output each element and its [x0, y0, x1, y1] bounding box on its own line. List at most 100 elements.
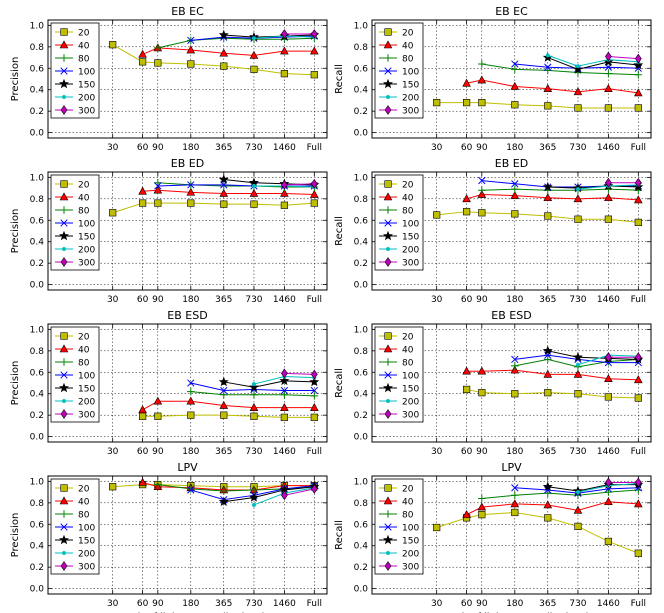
data-point	[634, 477, 642, 488]
legend-marker	[60, 409, 68, 419]
data-point	[138, 186, 147, 195]
data-point	[281, 29, 288, 39]
x-tick-label: 90	[476, 143, 488, 153]
y-axis-label: Precision	[10, 513, 21, 558]
data-point	[478, 186, 486, 195]
data-point	[218, 376, 229, 387]
y-tick-label: 0.8	[354, 499, 369, 509]
x-tick-label: 730	[245, 447, 262, 457]
series-line	[157, 182, 315, 188]
series-line	[608, 55, 639, 60]
x-tick-label: 180	[182, 599, 199, 609]
data-point	[280, 188, 289, 197]
legend-label: 40	[78, 42, 90, 52]
data-point	[510, 499, 520, 508]
y-tick-label: 0.8	[354, 195, 369, 205]
data-point	[248, 382, 259, 392]
legend-marker	[384, 105, 392, 115]
data-point	[634, 394, 642, 402]
legend-label: 150	[402, 81, 419, 91]
legend: 20 40 80 100 150 200 300	[50, 22, 100, 119]
legend-label: 80	[78, 207, 90, 217]
data-point	[604, 374, 613, 383]
x-tick-label: 30	[431, 295, 443, 305]
data-point	[575, 187, 581, 192]
legend-marker	[384, 219, 392, 227]
legend-label: 20	[78, 485, 90, 495]
data-point	[310, 46, 319, 55]
x-tick-label: 730	[569, 295, 586, 305]
legend-label: 100	[78, 68, 95, 78]
series-line	[223, 380, 315, 388]
series-300	[605, 177, 642, 188]
legend-label: 300	[402, 259, 419, 269]
data-point	[543, 500, 553, 509]
y-tick-label: 0.2	[354, 107, 368, 117]
axes-frame	[47, 19, 328, 139]
legend-label: 80	[78, 55, 90, 65]
data-point	[220, 411, 228, 419]
series-300	[281, 178, 318, 190]
legend-label: 200	[402, 246, 419, 256]
legend-label: 100	[402, 372, 419, 382]
axes-frame	[47, 475, 328, 595]
x-tick-label: 90	[152, 447, 164, 457]
data-point	[604, 69, 613, 78]
series-line	[284, 183, 315, 186]
x-tick-label: 1460	[273, 295, 296, 305]
data-point	[573, 505, 583, 514]
y-tick-label: 0.0	[354, 281, 369, 291]
legend: 20 40 80 100 150 200 300	[374, 174, 424, 271]
x-tick-label: 90	[476, 447, 488, 457]
data-point	[478, 60, 486, 68]
x-tick-label: 730	[569, 447, 586, 457]
y-tick-label: 0.0	[354, 129, 369, 139]
data-point	[218, 496, 229, 506]
legend-marker	[384, 409, 392, 419]
data-point	[462, 509, 471, 518]
y-tick-label: 0.6	[30, 520, 45, 530]
legend-marker	[385, 246, 391, 252]
legend-marker	[384, 67, 392, 75]
data-point	[250, 412, 258, 420]
data-point	[219, 48, 229, 57]
data-point	[634, 177, 642, 188]
data-point	[219, 400, 229, 409]
x-tick-label: Full	[631, 295, 646, 305]
data-point	[219, 487, 228, 495]
x-tick-label: 365	[539, 295, 556, 305]
legend-marker	[59, 344, 69, 353]
legend-label: 40	[402, 346, 414, 356]
legend: 20 40 80 100 150 200 300	[374, 326, 424, 423]
data-point	[187, 411, 195, 419]
subplot-title: EB ED	[171, 157, 204, 170]
data-point	[310, 199, 318, 207]
data-point	[279, 375, 290, 386]
data-point	[249, 188, 259, 197]
x-tick-label: Full	[631, 447, 646, 457]
x-tick-label: 90	[152, 295, 164, 305]
legend-marker	[384, 484, 392, 492]
series-300	[281, 29, 318, 39]
y-tick-label: 0.4	[30, 542, 45, 552]
data-point	[477, 75, 487, 84]
legend-label: 200	[78, 550, 95, 560]
legend-label: 80	[78, 359, 90, 369]
legend-marker	[61, 94, 67, 100]
data-point	[543, 355, 552, 364]
data-point	[310, 178, 318, 189]
data-point	[511, 484, 519, 492]
legend-marker	[384, 206, 392, 214]
legend-marker	[60, 219, 68, 227]
legend-label: 40	[78, 346, 90, 356]
data-point	[542, 345, 553, 356]
x-tick-label: 365	[215, 599, 232, 609]
data-point	[510, 65, 519, 74]
data-point	[310, 392, 319, 400]
x-tick-label: 365	[215, 295, 232, 305]
series-300	[605, 477, 642, 488]
legend-label: 100	[402, 524, 419, 534]
legend-label: 80	[402, 511, 414, 521]
y-tick-label: 0.0	[30, 281, 45, 291]
data-point	[634, 53, 642, 64]
